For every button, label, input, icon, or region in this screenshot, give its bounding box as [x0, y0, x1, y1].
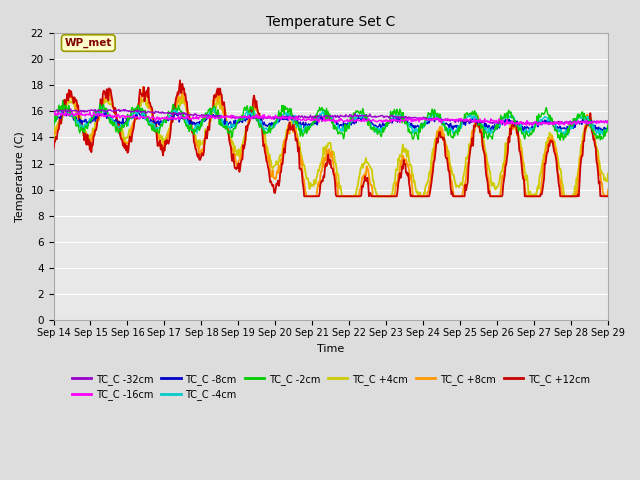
- Legend: TC_C -32cm, TC_C -16cm, TC_C -8cm, TC_C -4cm, TC_C -2cm, TC_C +4cm, TC_C +8cm, T: TC_C -32cm, TC_C -16cm, TC_C -8cm, TC_C …: [68, 370, 594, 404]
- Title: Temperature Set C: Temperature Set C: [266, 15, 396, 29]
- Text: WP_met: WP_met: [65, 38, 112, 48]
- X-axis label: Time: Time: [317, 344, 344, 354]
- Y-axis label: Temperature (C): Temperature (C): [15, 132, 25, 222]
